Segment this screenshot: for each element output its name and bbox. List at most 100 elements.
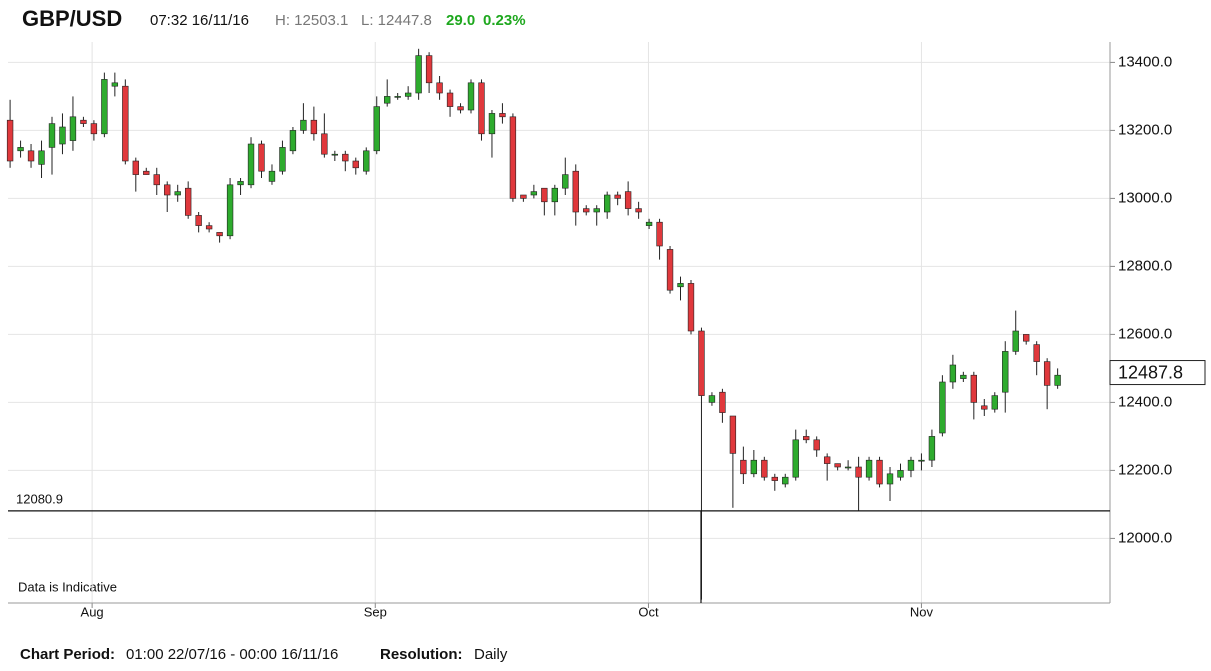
candle-body xyxy=(572,170,579,213)
candle-body xyxy=(981,405,988,410)
candle-body xyxy=(907,459,915,471)
candle-body xyxy=(740,459,747,475)
candle-body xyxy=(143,170,150,175)
candle-body xyxy=(69,116,77,141)
y-tick-label: 12800.0 xyxy=(1118,257,1172,274)
candle-body xyxy=(321,133,328,155)
candle-body xyxy=(624,191,632,209)
candle-body xyxy=(111,82,119,87)
candle-body xyxy=(520,194,527,199)
candle-body xyxy=(467,82,475,111)
high: H: 12503.1 xyxy=(275,12,348,29)
candle-body xyxy=(446,92,454,107)
candle-body xyxy=(478,82,485,135)
x-tick-label: Sep xyxy=(364,604,387,619)
y-tick-label: 12400.0 xyxy=(1118,393,1172,410)
candle-body xyxy=(834,463,841,468)
y-tick-label: 13000.0 xyxy=(1118,189,1172,206)
candle-body xyxy=(48,123,56,148)
candle-body xyxy=(719,391,726,413)
candle-body xyxy=(897,470,904,478)
candle-body xyxy=(949,364,957,383)
candle-body xyxy=(803,436,810,441)
crosshair-label: 12080.9 xyxy=(16,491,63,506)
candle-body xyxy=(352,160,359,169)
candle-body xyxy=(237,181,244,186)
candle-body xyxy=(886,473,894,485)
candle-body xyxy=(122,85,129,162)
candle-body xyxy=(342,153,349,162)
candle-body xyxy=(761,459,768,478)
annotation: Data is Indicative xyxy=(18,579,117,594)
candle-body xyxy=(813,439,820,451)
symbol: GBP/USD xyxy=(22,6,122,31)
candle-body xyxy=(457,106,464,111)
candle-body xyxy=(614,194,621,199)
candle-body xyxy=(394,96,401,98)
candle-body xyxy=(656,221,663,247)
candle-body xyxy=(38,150,45,165)
candle-body xyxy=(666,249,674,291)
time: 07:32 16/11/16 xyxy=(150,12,249,29)
candle-body xyxy=(928,436,936,461)
candle-body xyxy=(184,187,192,216)
candle-body xyxy=(750,459,758,475)
candle-body xyxy=(604,194,611,213)
low: L: 12447.8 xyxy=(361,12,432,29)
y-tick-label: 12000.0 xyxy=(1118,529,1172,546)
candle-body xyxy=(300,119,307,131)
x-tick-label: Oct xyxy=(638,604,659,619)
candle-body xyxy=(258,143,265,172)
candle-body xyxy=(80,119,87,124)
candle-body xyxy=(216,232,223,237)
candle-body xyxy=(918,459,925,462)
candle-body xyxy=(436,82,443,94)
change-pct: 0.23% xyxy=(483,12,526,29)
candle-body xyxy=(583,208,590,213)
candle-body xyxy=(1054,374,1061,386)
y-tick-label: 12600.0 xyxy=(1118,325,1172,342)
candle-body xyxy=(823,456,831,464)
x-tick-label: Nov xyxy=(910,604,934,619)
candle-body xyxy=(226,184,234,237)
candle-body xyxy=(530,191,538,196)
candle-body xyxy=(415,55,422,94)
candle-body xyxy=(562,174,569,189)
candle-body xyxy=(635,208,642,213)
candle-body xyxy=(1002,351,1009,393)
candle-body xyxy=(876,459,883,485)
y-tick-label: 13400.0 xyxy=(1118,53,1172,70)
candle-body xyxy=(593,208,600,213)
candle-body xyxy=(645,221,653,226)
candle-body xyxy=(101,79,108,135)
candle-body xyxy=(132,160,139,175)
candle-body xyxy=(1043,361,1051,386)
candle-body xyxy=(855,466,862,478)
candle-body xyxy=(153,174,160,186)
last-price-box xyxy=(1109,360,1206,386)
candle-body xyxy=(164,184,171,196)
candle-body xyxy=(551,187,558,203)
candle-body xyxy=(6,119,14,162)
candle-body xyxy=(509,116,517,199)
candle-body xyxy=(195,215,202,226)
candle-body xyxy=(970,374,978,403)
candle-body xyxy=(991,395,998,410)
candle-body xyxy=(488,113,496,135)
candle-body xyxy=(708,395,716,403)
candle-body xyxy=(268,170,276,182)
candle-body xyxy=(17,147,24,152)
candle-body xyxy=(373,106,380,152)
candle-body xyxy=(865,459,873,478)
candle-body xyxy=(425,55,433,84)
candle-body xyxy=(960,374,967,379)
x-tick-label: Aug xyxy=(81,604,104,619)
candle-body xyxy=(677,283,684,288)
candle-body xyxy=(782,476,789,485)
candle-body xyxy=(310,119,318,135)
candle-body xyxy=(687,283,695,332)
period-label: Chart Period: xyxy=(20,646,115,663)
y-tick-label: 13200.0 xyxy=(1118,121,1172,138)
candle-body xyxy=(1023,334,1030,342)
